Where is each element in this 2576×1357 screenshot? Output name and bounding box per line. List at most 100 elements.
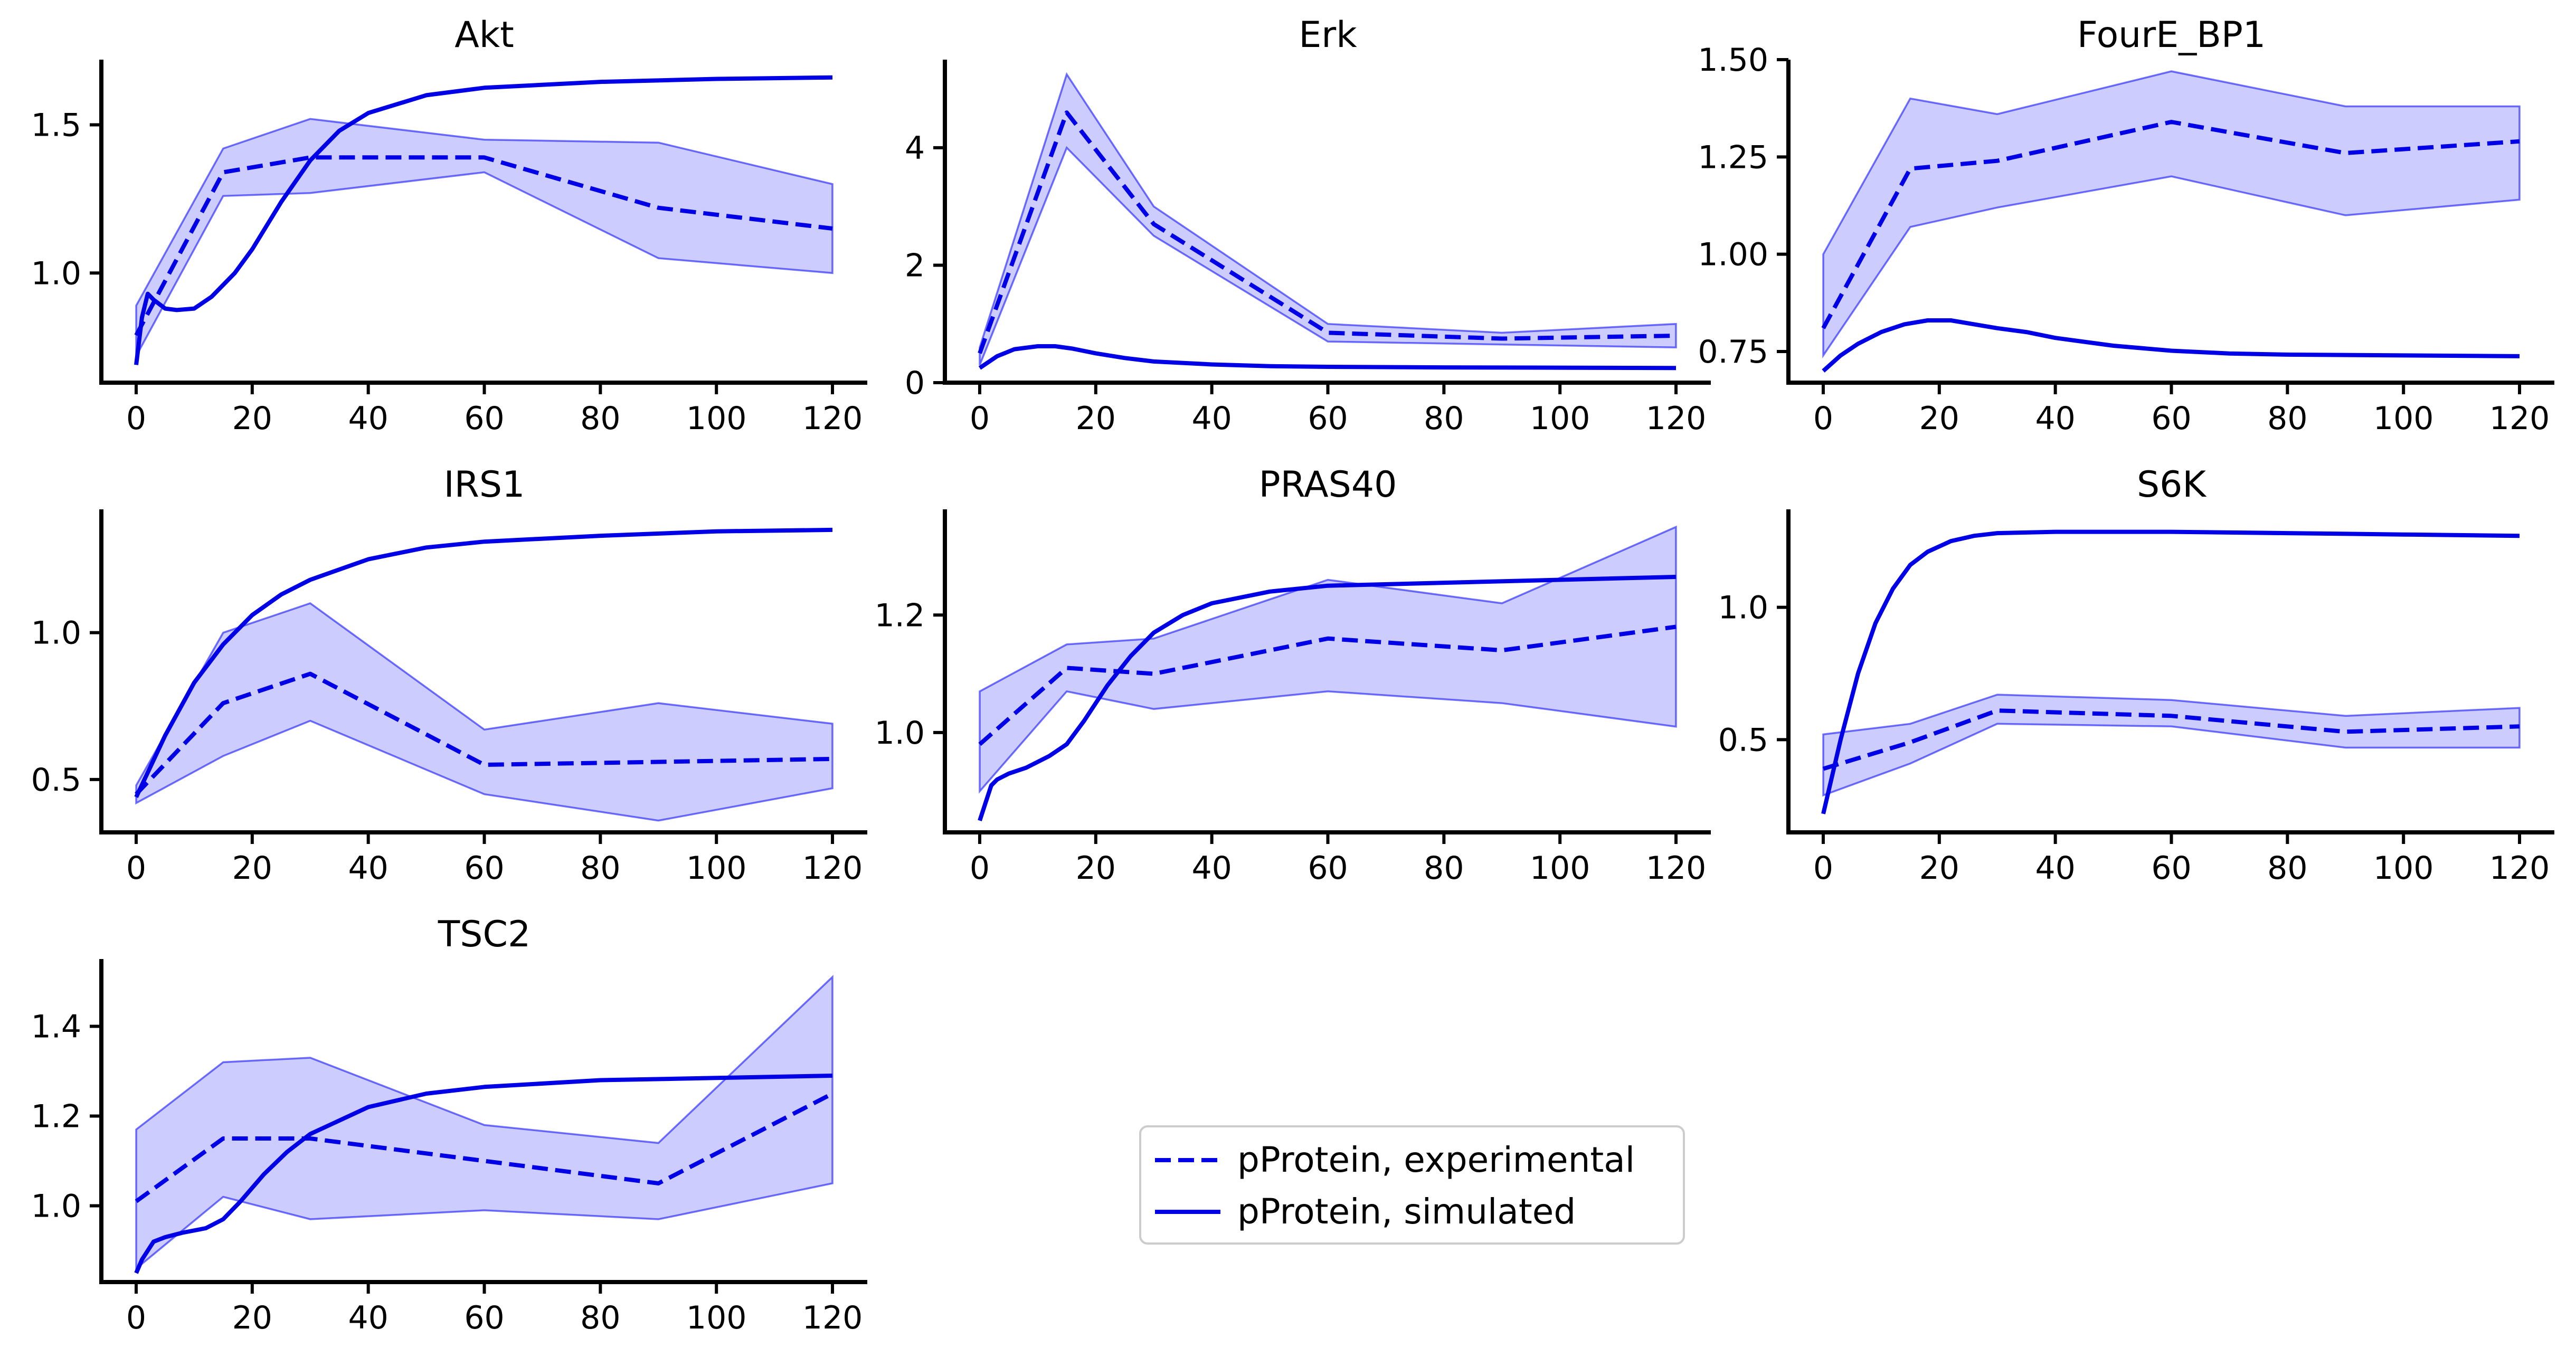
legend-label-experimental: pProtein, experimental (1237, 1140, 1635, 1180)
y-tick-label: 0 (905, 365, 925, 402)
series-line-simulated (134, 527, 833, 798)
x-tick-label: 0 (1813, 400, 1833, 437)
x-tick-label: 120 (802, 850, 863, 887)
subplot-title: TSC2 (438, 914, 531, 955)
x-tick-label: 20 (1919, 400, 1959, 437)
subplot-title: FourE_BP1 (2077, 14, 2266, 56)
x-tick-label: 100 (2373, 400, 2434, 437)
confidence-band (135, 602, 834, 822)
y-tick-label: 1.2 (31, 1098, 81, 1135)
y-tick-label: 2 (905, 247, 925, 284)
confidence-band (1822, 694, 2521, 797)
x-tick-label: 120 (802, 400, 863, 437)
subplot-foure-bp1: FourE_BP1 0 20 40 60 80 100 120 0.75 1.00 1.25 1.50 (1698, 14, 2554, 437)
confidence-band (979, 72, 1677, 366)
series-line-simulated (978, 344, 1677, 371)
x-tick-label: 100 (686, 1299, 747, 1336)
x-tick-label: 40 (2035, 400, 2075, 437)
y-tick-label: 1.0 (875, 715, 925, 752)
y-tick-label: 1.0 (31, 255, 81, 292)
subplot-title: PRAS40 (1259, 464, 1397, 506)
series-line-experimental (1822, 708, 2520, 771)
x-tick-label: 60 (1308, 850, 1348, 887)
y-tick-label: 1.50 (1698, 42, 1768, 79)
y-tick-label: 1.4 (31, 1009, 81, 1046)
x-tick-label: 120 (2489, 850, 2550, 887)
y-tick-label: 1.0 (31, 615, 81, 652)
subplot-irs1: IRS1 0 20 40 60 80 100 120 0.5 1.0 (31, 464, 867, 887)
x-tick-label: 120 (1646, 850, 1707, 887)
x-tick-label: 20 (1919, 850, 1959, 887)
x-tick-label: 60 (1308, 400, 1348, 437)
y-tick-label: 1.0 (31, 1188, 81, 1225)
series-line-experimental (1821, 120, 2520, 329)
x-tick-label: 20 (1076, 850, 1116, 887)
y-tick-label: 4 (905, 130, 925, 167)
x-tick-label: 80 (580, 1299, 620, 1336)
y-tick-label: 1.2 (875, 597, 925, 634)
x-tick-label: 40 (348, 400, 388, 437)
subplot-title: S6K (2137, 464, 2207, 506)
x-tick-label: 0 (126, 850, 146, 887)
series-line-simulated (134, 75, 833, 365)
x-tick-label: 20 (232, 850, 272, 887)
x-tick-label: 40 (1191, 850, 1232, 887)
legend-box (1139, 1125, 1685, 1245)
series-line-simulated (1821, 529, 2520, 814)
series-line-simulated (978, 575, 1677, 821)
x-tick-label: 40 (348, 850, 388, 887)
x-tick-label: 0 (970, 400, 990, 437)
subplot-title: Erk (1299, 14, 1357, 56)
series-line-experimental (978, 624, 1677, 746)
series-line-simulated (134, 1074, 833, 1274)
subplot-erk: Erk 0 20 40 60 80 100 120 0 2 4 (905, 14, 1711, 437)
subplot-title: Akt (454, 14, 514, 56)
series-line-experimental (134, 155, 833, 337)
x-tick-label: 120 (802, 1299, 863, 1336)
y-tick-label: 0.75 (1698, 334, 1768, 371)
confidence-band (1822, 70, 2521, 359)
y-tick-label: 0.5 (1718, 722, 1768, 758)
x-tick-label: 80 (580, 850, 620, 887)
x-tick-label: 60 (464, 1299, 504, 1336)
x-tick-label: 100 (686, 850, 747, 887)
y-tick-label: 0.5 (31, 762, 81, 799)
legend: pProtein, experimental pProtein, simulat… (1139, 1125, 1685, 1245)
confidence-band (135, 118, 834, 357)
x-tick-label: 40 (348, 1299, 388, 1336)
x-tick-label: 60 (2151, 850, 2191, 887)
x-tick-label: 80 (2267, 850, 2307, 887)
x-tick-label: 20 (232, 400, 272, 437)
confidence-band (979, 525, 1677, 794)
series-line-experimental (135, 1092, 834, 1203)
y-tick-label: 1.0 (1718, 590, 1768, 627)
x-tick-label: 100 (1530, 850, 1590, 887)
y-tick-label: 1.25 (1698, 139, 1768, 176)
x-tick-label: 20 (1076, 400, 1116, 437)
x-tick-label: 60 (464, 850, 504, 887)
x-tick-label: 0 (126, 400, 146, 437)
subplot-tsc2: TSC2 0 20 40 60 80 100 120 1.0 1.2 1.4 (31, 914, 867, 1336)
x-tick-label: 100 (2373, 850, 2434, 887)
legend-label-simulated: pProtein, simulated (1237, 1191, 1576, 1232)
x-tick-label: 40 (2035, 850, 2075, 887)
y-tick-label: 1.00 (1698, 236, 1768, 273)
x-tick-label: 60 (464, 400, 504, 437)
subplot-s6k: S6K 0 20 40 60 80 100 120 0.5 1.0 (1718, 464, 2554, 887)
x-tick-label: 80 (1424, 400, 1464, 437)
x-tick-label: 80 (2267, 400, 2307, 437)
x-tick-label: 80 (1424, 850, 1464, 887)
x-tick-label: 60 (2151, 400, 2191, 437)
x-tick-label: 80 (580, 400, 620, 437)
y-tick-label: 1.5 (31, 107, 81, 144)
x-tick-label: 100 (686, 400, 747, 437)
x-tick-label: 20 (232, 1299, 272, 1336)
x-tick-label: 120 (1646, 400, 1707, 437)
series-line-experimental (978, 110, 1677, 354)
x-tick-label: 0 (126, 1299, 146, 1336)
subplot-akt: Akt 0 20 40 60 80 100 120 1.0 1.5 (31, 14, 867, 437)
confidence-band (135, 974, 834, 1271)
series-line-simulated (1822, 318, 2520, 373)
